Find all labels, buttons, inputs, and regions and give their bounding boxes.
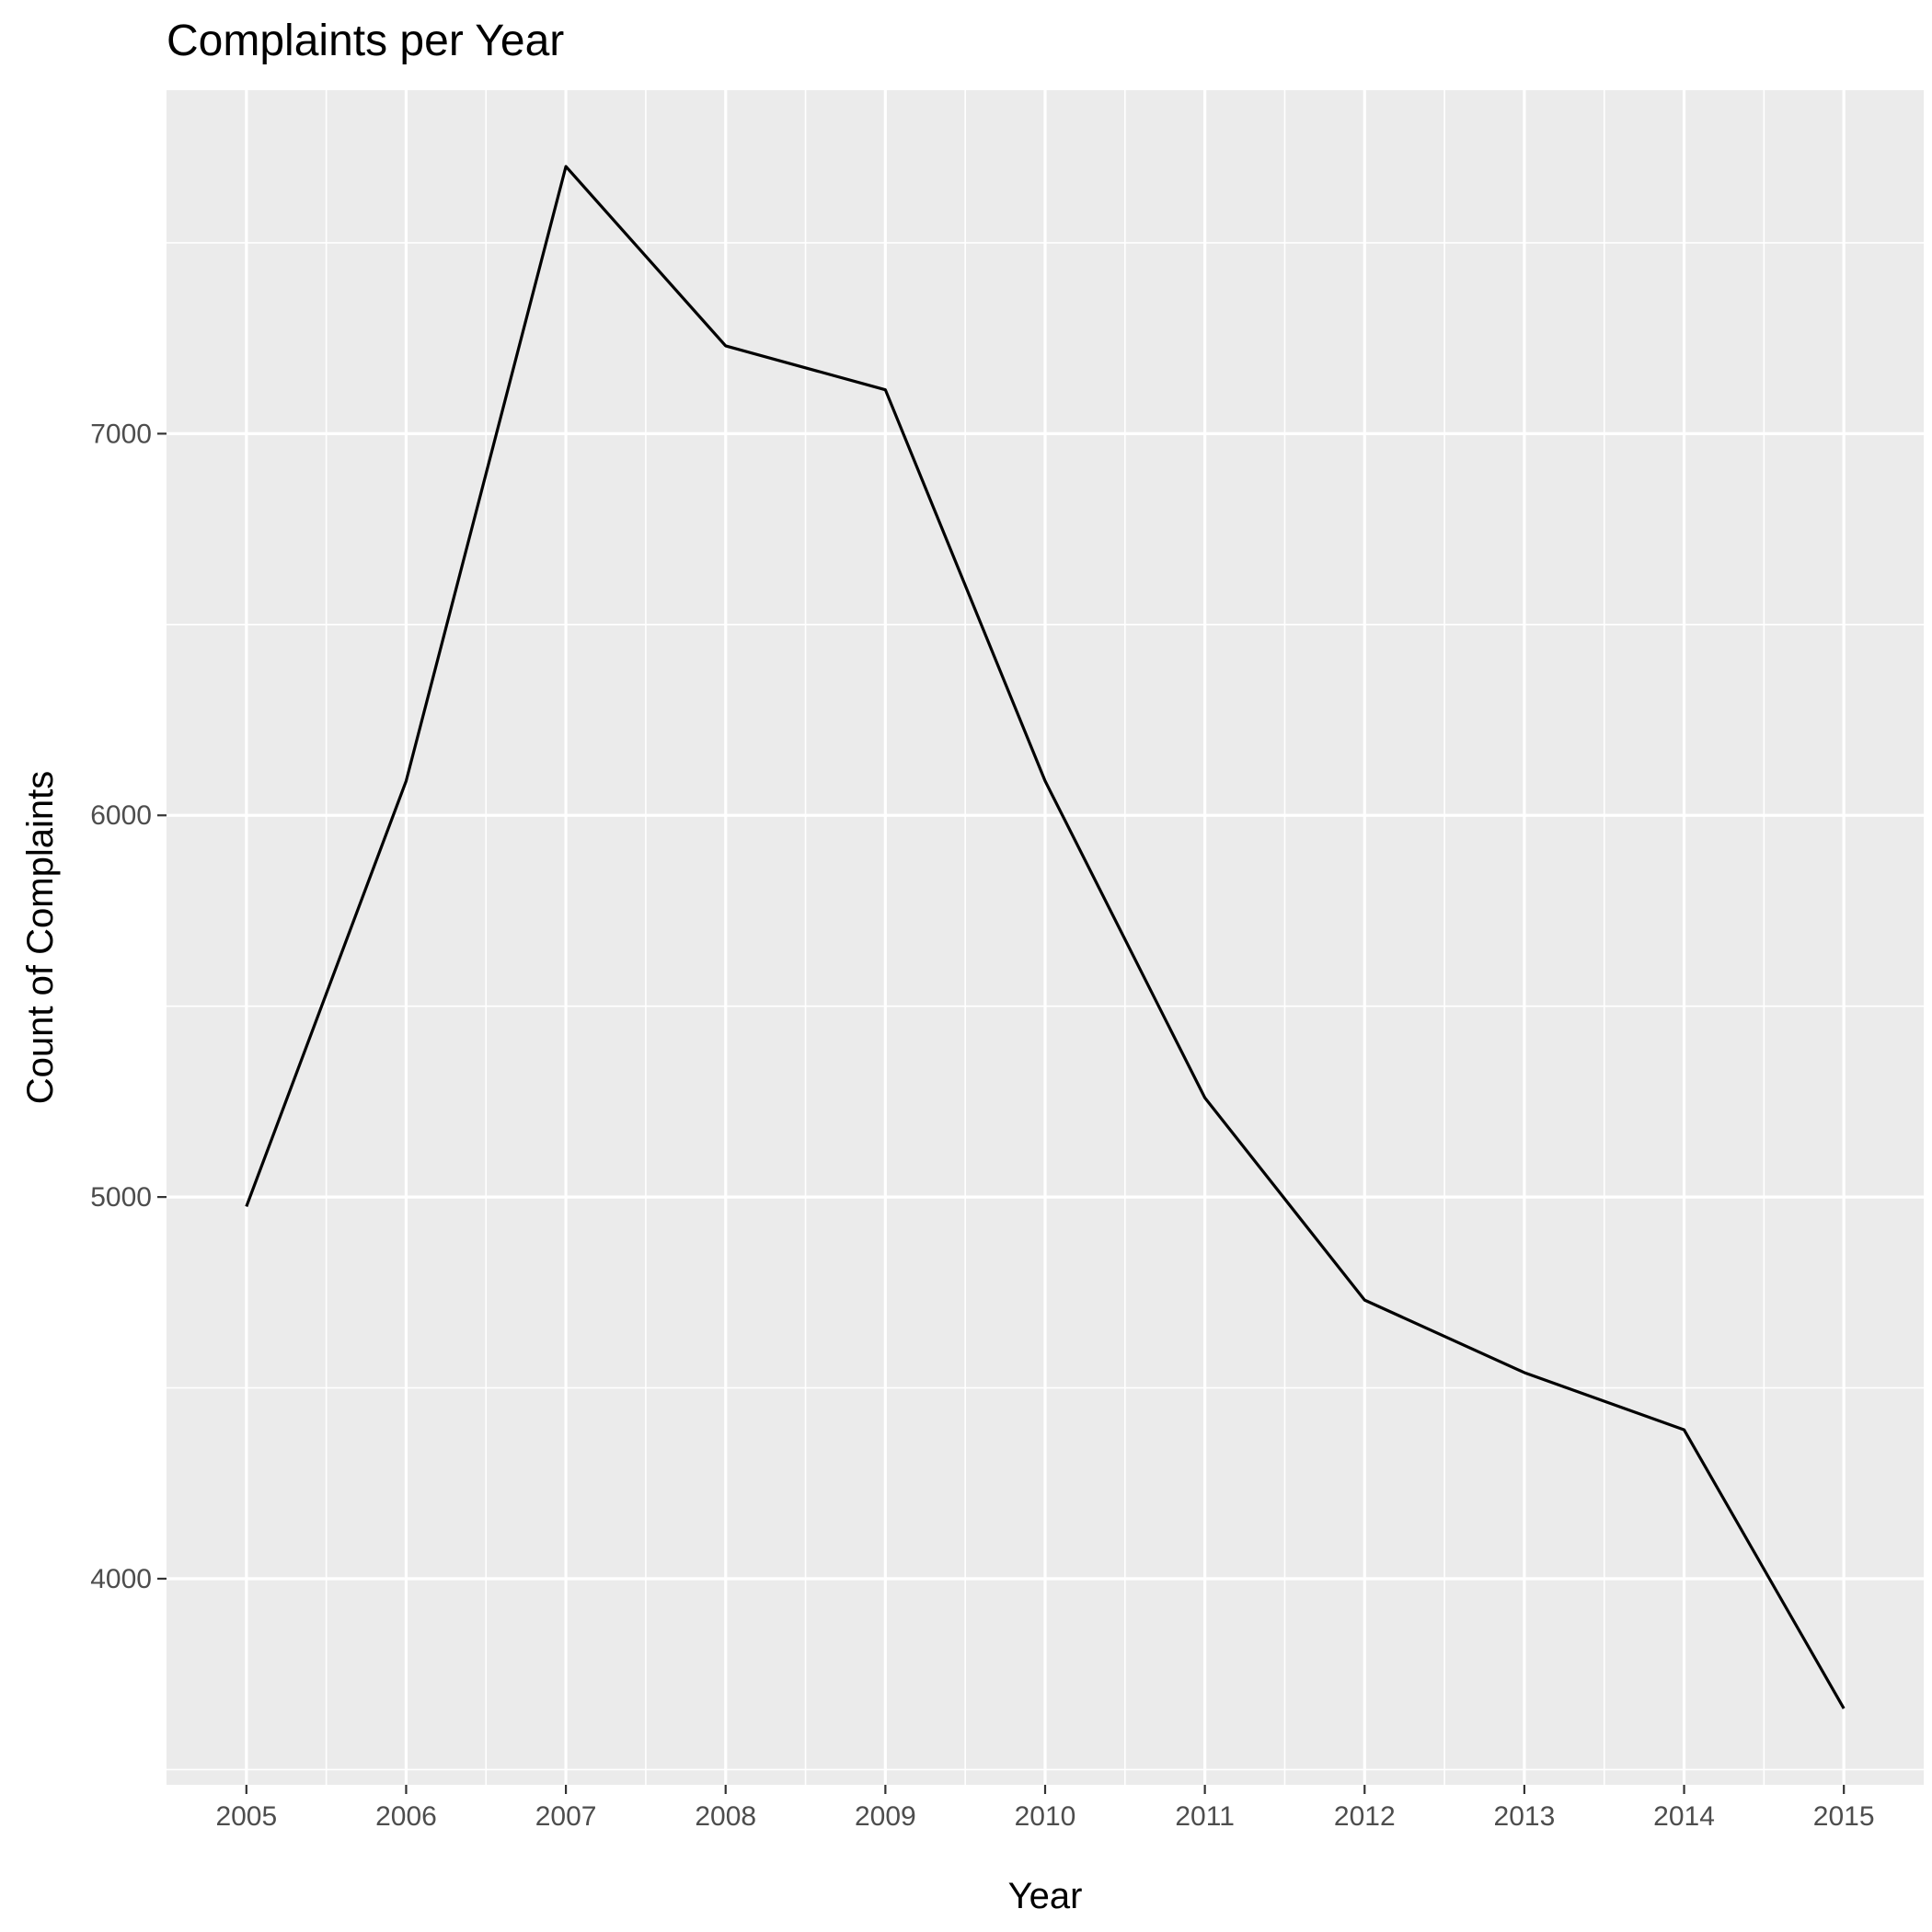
x-tick-label: 2007 — [535, 1801, 597, 1832]
y-tick-label: 5000 — [90, 1182, 152, 1213]
y-tick-label: 6000 — [90, 800, 152, 831]
axis-ticks: 2005 2006 2007 2008 2009 2010 2011 2012 2013 2014… — [90, 419, 1874, 1832]
y-tick-label: 4000 — [90, 1564, 152, 1594]
series-group — [245, 165, 1846, 1709]
x-tick-label: 2012 — [1334, 1801, 1396, 1832]
x-axis-title: Year — [1008, 1876, 1083, 1916]
x-tick-label: 2008 — [695, 1801, 756, 1832]
x-tick-label: 2010 — [1015, 1801, 1076, 1832]
y-axis-title: Count of Complaints — [20, 771, 61, 1104]
x-tick-label: 2011 — [1175, 1801, 1235, 1832]
series-line — [245, 165, 1846, 1709]
major-gridlines — [167, 90, 1924, 1785]
chart-title: Complaints per Year — [167, 17, 564, 65]
x-tick-label: 2006 — [375, 1801, 437, 1832]
x-tick-label: 2013 — [1494, 1801, 1556, 1832]
y-tick-label: 7000 — [90, 419, 152, 449]
x-tick-label: 2005 — [215, 1801, 277, 1832]
x-tick-label: 2014 — [1653, 1801, 1715, 1832]
x-tick-label: 2015 — [1813, 1801, 1875, 1832]
x-tick-label: 2009 — [855, 1801, 916, 1832]
